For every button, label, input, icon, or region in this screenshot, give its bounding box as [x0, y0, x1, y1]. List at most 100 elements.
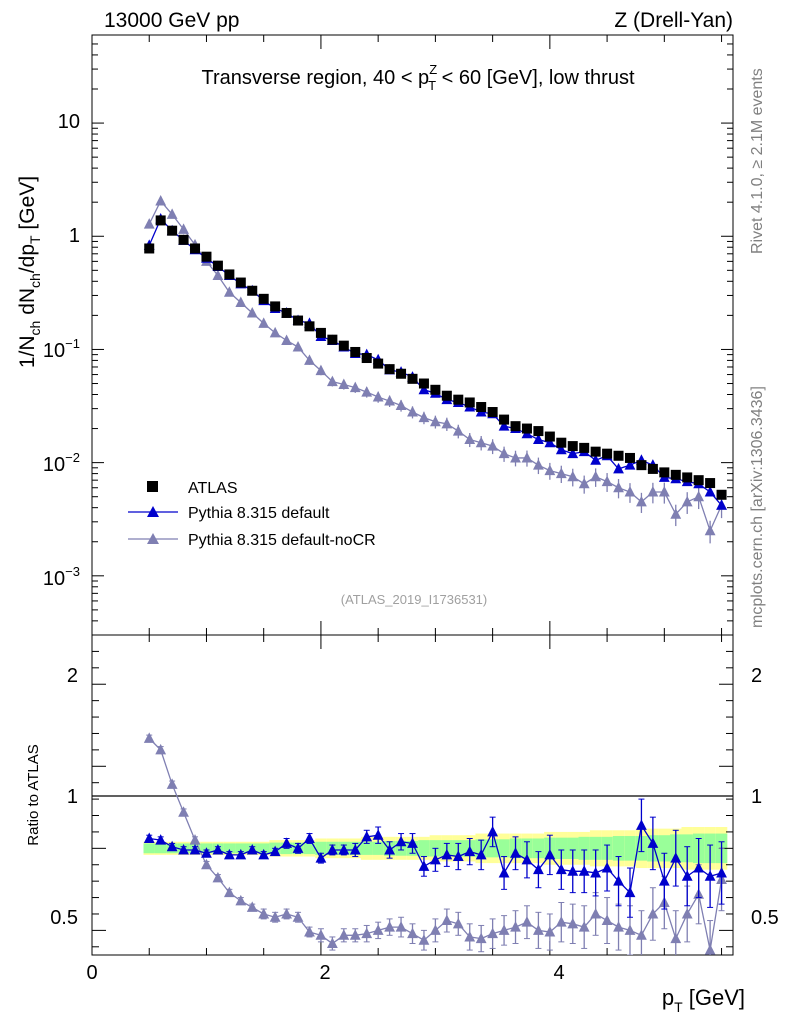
ratio-marker [304, 832, 315, 843]
ratio-marker [418, 860, 430, 871]
ratio-marker [441, 914, 453, 926]
ratio-marker [361, 830, 373, 842]
ratio-marker [601, 862, 613, 873]
ratio-y-axis-label: Ratio to ATLAS [25, 744, 42, 845]
ratio-marker [384, 843, 396, 855]
marker-nocr [624, 486, 636, 497]
ratio-marker [166, 840, 178, 852]
marker-nocr [407, 406, 418, 417]
marker-atlas [235, 277, 246, 288]
legend: ATLAS Pythia 8.315 default Pythia 8.315 … [128, 480, 376, 549]
marker-nocr [601, 475, 613, 487]
marker-atlas [155, 215, 166, 226]
ratio-marker [716, 866, 727, 878]
ratio-marker [326, 843, 338, 855]
marker-atlas [407, 373, 418, 384]
main-title: Transverse region, 40 < pZ T < 60 [GeV], … [201, 62, 634, 93]
ratio-marker [567, 917, 579, 929]
x-axis-label: pT [GeV] [662, 985, 745, 1015]
marker-nocr [475, 436, 487, 448]
ratio-marker [269, 845, 281, 857]
ratio-marker [338, 843, 350, 855]
marker-nocr [658, 486, 670, 497]
ratio-y-tick-right-2: 2 [751, 665, 762, 687]
marker-nocr [418, 411, 430, 423]
ratio-marker [212, 843, 224, 855]
marker-atlas [567, 441, 578, 452]
marker-atlas [373, 358, 384, 369]
ratio-y-tick-left-1: 1 [67, 786, 78, 808]
legend-label-default: Pythia 8.315 default [188, 505, 330, 522]
ratio-marker [395, 835, 407, 847]
ratio-marker [155, 834, 167, 845]
marker-atlas [441, 390, 452, 401]
marker-atlas [659, 467, 670, 478]
marker-nocr [567, 470, 579, 482]
marker-atlas [350, 346, 361, 357]
mcplots-label: mcplots.cern.ch [arXiv:1306.3436] [749, 386, 766, 628]
ratio-marker [189, 843, 201, 855]
marker-nocr [487, 440, 499, 451]
marker-atlas [476, 402, 487, 413]
marker-atlas [270, 301, 281, 312]
ratio-marker [590, 866, 602, 878]
marker-nocr [143, 218, 155, 229]
ratio-marker [292, 842, 304, 853]
header-left: 13000 GeV pp [104, 9, 239, 32]
ratio-marker [452, 850, 464, 862]
ratio-marker [464, 845, 476, 857]
ratio-marker [693, 862, 705, 873]
marker-atlas [510, 421, 521, 432]
y-tick-label-10: 10 [58, 111, 80, 133]
ratio-y-tick-right-0.5: 0.5 [751, 907, 779, 929]
marker-nocr [212, 269, 224, 281]
ratio-marker [487, 927, 499, 939]
rivet-label: Rivet 4.1.0, ≥ 2.1M events [749, 68, 766, 254]
marker-atlas [247, 285, 258, 296]
marker-nocr [235, 296, 247, 307]
band-stat-bin [223, 843, 236, 854]
marker-nocr [498, 447, 510, 459]
title-sub: T [428, 78, 436, 93]
ratio-marker [555, 863, 567, 875]
marker-default [544, 436, 556, 448]
marker-nocr [395, 399, 407, 410]
y-tick-label-0.001: 10−3 [43, 564, 80, 590]
ratio-marker [418, 934, 430, 945]
ratio-marker [315, 929, 327, 940]
header-right: Z (Drell-Yan) [614, 9, 733, 32]
ratio-marker [704, 870, 716, 881]
marker-atlas [647, 463, 658, 474]
ratio-marker [578, 865, 590, 876]
ratio-marker [372, 829, 384, 840]
ratio-marker [636, 819, 647, 830]
ratio-marker [681, 907, 693, 919]
marker-atlas [636, 460, 647, 471]
band-stat-bin [257, 843, 270, 854]
marker-default [613, 462, 624, 474]
analysis-id: (ATLAS_2019_I1736531) [341, 592, 487, 607]
ratio-marker [544, 926, 556, 937]
marker-nocr [269, 326, 281, 338]
ratio-marker [384, 921, 396, 932]
ratio-marker [235, 848, 247, 860]
marker-atlas [258, 293, 269, 304]
main-panel: Transverse region, 40 < pZ T < 60 [GeV], … [16, 34, 734, 636]
marker-nocr [441, 417, 453, 429]
band-stat-bin [567, 837, 579, 859]
ratio-marker [647, 837, 659, 848]
marker-default [704, 486, 716, 497]
ratio-marker [521, 853, 533, 865]
ratio-marker [407, 837, 418, 848]
x-tick-0: 0 [86, 962, 97, 984]
ratio-marker [258, 848, 270, 860]
y-tick-label-1: 1 [69, 225, 80, 247]
ratio-marker [624, 924, 636, 935]
ratio-marker [246, 901, 258, 912]
y-tick-label-0.01: 10−2 [43, 450, 80, 476]
marker-default [567, 447, 579, 459]
band-stat-bin [303, 842, 316, 855]
ratio-marker [510, 847, 521, 858]
marker-nocr [246, 306, 258, 318]
